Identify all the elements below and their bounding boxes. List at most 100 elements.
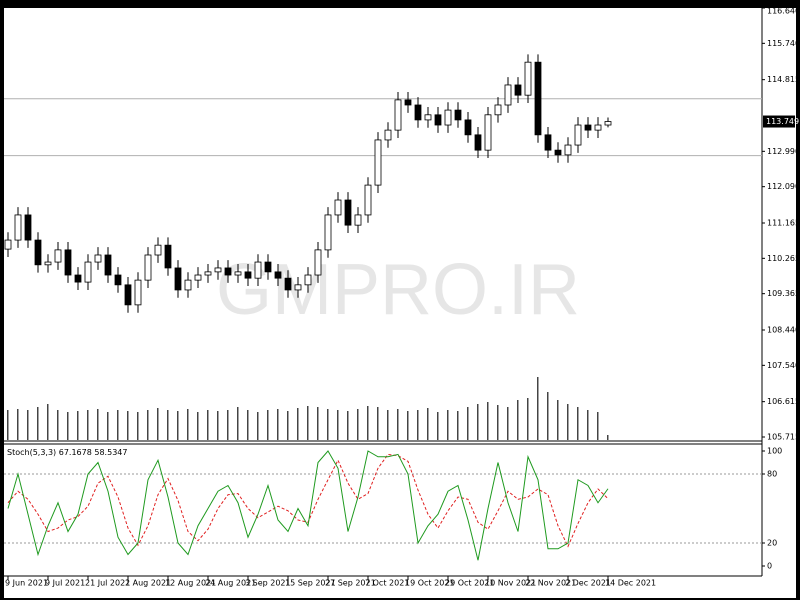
volume-bar	[177, 411, 179, 440]
x-tick-label: 15 Sep 2021	[285, 579, 336, 588]
x-tick-label: 19 Oct 2021	[405, 579, 454, 588]
candle-body	[544, 134, 552, 151]
candle-body	[54, 249, 62, 263]
candle-body	[434, 114, 442, 126]
candle-body	[204, 271, 212, 276]
volume-bar	[447, 410, 449, 440]
candle-body	[194, 274, 202, 281]
candle-body	[134, 279, 142, 306]
stoch-k-line	[7, 450, 609, 561]
candle-body	[464, 119, 472, 136]
y-tick-label: 106.615	[767, 397, 800, 406]
x-tick-label: 21 Jul 2021	[85, 579, 130, 588]
candle-body	[414, 104, 422, 121]
volume-bar	[607, 435, 609, 440]
x-tick-label: 27 Sep 2021	[325, 579, 376, 588]
candle-body	[454, 109, 462, 121]
candle-body	[504, 84, 512, 106]
candle-body	[184, 279, 192, 291]
candle-body	[514, 84, 522, 96]
volume-bar	[207, 410, 209, 440]
volume-bar	[557, 400, 559, 440]
volume-bar	[517, 400, 519, 440]
volume-bar	[287, 411, 289, 440]
candle-body	[354, 214, 362, 226]
volume-bar	[87, 410, 89, 440]
x-tick-label: 3 Sep 2021	[245, 579, 291, 588]
volume-bar	[57, 410, 59, 440]
candle-body	[154, 244, 162, 256]
x-tick-label: 12 Aug 2021	[165, 579, 216, 588]
y-tick-label: 116.640	[767, 7, 800, 16]
volume-bar	[117, 410, 119, 440]
x-tick-label: 22 Nov 2021	[525, 579, 576, 588]
y-tick-label: 115.740	[767, 39, 800, 48]
stoch-y-tick-label: 0	[767, 562, 772, 571]
candle-body	[394, 99, 402, 131]
volume-bar	[567, 404, 569, 440]
volume-bar	[587, 410, 589, 440]
candle-body	[284, 277, 292, 291]
volume-bar	[407, 411, 409, 440]
x-tick-label: 2 Dec 2021	[565, 579, 611, 588]
volume-bar	[167, 410, 169, 440]
volume-bar	[477, 404, 479, 440]
volume-bar	[337, 410, 339, 440]
stoch-name: Stoch(5,3,3)	[7, 448, 56, 457]
volume-bar	[417, 410, 419, 440]
y-tick-label: 114.815	[767, 75, 800, 84]
x-tick-label: 29 Oct 2021	[445, 579, 494, 588]
volume-bar	[437, 412, 439, 440]
volume-bar	[377, 407, 379, 440]
y-tick-label: 107.540	[767, 361, 800, 370]
x-tick-label: 9 Jul 2021	[45, 579, 85, 588]
x-tick-label: 2 Aug 2021	[125, 579, 171, 588]
volume-bar	[547, 392, 549, 440]
stoch-y-tick-label: 20	[767, 539, 777, 548]
volume-bar	[347, 411, 349, 440]
candle-body	[84, 261, 92, 283]
candle-body	[474, 134, 482, 151]
volume-bar	[17, 409, 19, 440]
candle-body	[324, 214, 332, 251]
volume-bar	[137, 412, 139, 440]
candle-body	[384, 129, 392, 141]
x-tick-label: 7 Oct 2021	[365, 579, 409, 588]
volume-bar	[37, 407, 39, 440]
volume-bar	[127, 411, 129, 440]
candle-body	[294, 284, 302, 291]
volume-bar	[247, 410, 249, 440]
candle-body	[374, 139, 382, 186]
volume-bar	[147, 410, 149, 440]
candle-body	[534, 61, 542, 136]
y-tick-label: 108.440	[767, 325, 800, 334]
volume-bar	[577, 407, 579, 440]
volume-bar	[357, 409, 359, 440]
volume-bar	[537, 377, 539, 440]
volume-bar	[527, 398, 529, 440]
volume-bar	[107, 412, 109, 440]
volume-bar	[297, 408, 299, 440]
volume-bar	[387, 410, 389, 440]
candle-body	[584, 124, 592, 131]
volume-bar	[217, 411, 219, 440]
volume-bar	[97, 409, 99, 440]
y-tick-label: 112.090	[767, 182, 800, 191]
volume-bar	[157, 408, 159, 440]
candle-body	[214, 267, 222, 273]
volume-bar	[487, 402, 489, 440]
x-tick-label: 9 Jun 2021	[5, 579, 48, 588]
volume-bar	[597, 412, 599, 440]
volume-bar	[327, 409, 329, 440]
candle-body	[604, 121, 612, 126]
candle-body	[74, 274, 82, 283]
candle-body	[164, 244, 172, 269]
y-tick-label: 105.715	[767, 433, 800, 442]
candle-body	[304, 274, 312, 286]
candle-body	[554, 149, 562, 156]
candle-body	[174, 267, 182, 291]
candle-body	[344, 199, 352, 226]
volume-bar	[397, 409, 399, 440]
candle-body	[64, 249, 72, 276]
